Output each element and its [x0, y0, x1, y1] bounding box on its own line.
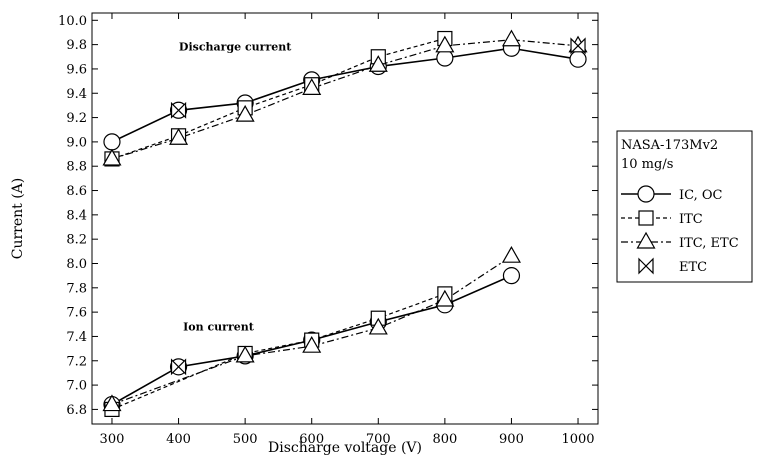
data-point-triangle: [302, 335, 322, 353]
legend-marker-square: [638, 210, 654, 226]
data-point-bowtie: [170, 101, 187, 119]
legend: NASA-173Mv2 10 mg/s IC, OC ITC ITC, ETC ETC: [616, 130, 753, 283]
y-tick-label: 8.8: [66, 160, 87, 175]
legend-marker-circle: [637, 185, 655, 203]
legend-entry-label: ITC: [679, 212, 703, 227]
data-point-triangle: [368, 55, 388, 72]
data-point-triangle: [235, 345, 255, 363]
x-axis-title: Discharge voltage (V): [268, 440, 422, 456]
series-line-ion: [111, 255, 512, 406]
annotation-label: Ion current: [183, 320, 255, 333]
data-point-triangle: [435, 35, 455, 53]
data-point-triangle: [501, 29, 521, 47]
y-tick-label: 7.2: [66, 354, 87, 369]
y-tick-label: 9.0: [66, 135, 87, 150]
data-point-triangle: [368, 317, 388, 335]
x-tick-label: 700: [366, 432, 391, 447]
legend-entry-label: ITC, ETC: [679, 236, 739, 251]
series-line-discharge: [111, 47, 579, 143]
legend-marker-bowtie: [638, 257, 654, 275]
y-tick-label: 10.0: [58, 14, 87, 29]
data-point-bowtie: [570, 37, 586, 55]
data-point-triangle: [102, 394, 122, 412]
y-tick-label: 9.4: [66, 87, 87, 102]
legend-entry-label: ETC: [679, 260, 707, 275]
legend-box: [616, 130, 753, 283]
data-point-triangle: [102, 148, 122, 166]
y-tick-label: 7.4: [66, 330, 87, 345]
data-point-triangle: [435, 289, 455, 307]
x-tick-label: 900: [499, 432, 524, 447]
y-tick-label: 9.2: [66, 111, 87, 126]
series-line-ion: [111, 293, 446, 410]
x-tick-label: 1000: [561, 432, 594, 447]
y-tick-label: 9.8: [66, 38, 87, 53]
y-tick-label: 6.8: [66, 403, 87, 418]
y-tick-label: 8.0: [66, 257, 87, 272]
x-tick-label: 600: [299, 432, 324, 447]
data-point-circle: [103, 133, 121, 151]
y-axis-title: Current (A): [10, 178, 26, 260]
x-tick-label: 500: [233, 432, 258, 447]
legend-marker-triangle: [636, 231, 656, 249]
y-tick-label: 9.6: [66, 62, 87, 77]
data-point-triangle: [169, 128, 189, 145]
x-tick-label: 300: [100, 432, 125, 447]
x-tick-label: 400: [166, 432, 191, 447]
series-line-discharge: [111, 39, 579, 160]
annotations: Discharge current Ion current: [179, 41, 292, 334]
legend-title-line: NASA-173Mv2: [621, 138, 718, 153]
y-tick-label: 7.6: [66, 306, 87, 321]
data-point-circle: [569, 50, 587, 68]
y-tick-label: 8.6: [66, 184, 87, 199]
plot-frame: [91, 12, 599, 425]
annotation-label: Discharge current: [179, 41, 292, 54]
plot-area: 300 400 500 600 700 800 900 1000 6.8 7.0 7.2 7.4 7.6…: [58, 12, 599, 447]
data-point-triangle: [501, 245, 521, 263]
y-tick-label: 7.0: [66, 379, 87, 394]
data-point-circle: [502, 267, 521, 285]
data-point-bowtie: [170, 358, 187, 376]
series-line-discharge: [111, 37, 446, 160]
data-point-triangle: [302, 78, 322, 95]
data-point-triangle: [235, 104, 255, 122]
y-tick-label: 8.4: [66, 208, 87, 223]
y-tick-label: 7.8: [66, 281, 87, 296]
legend-title-line: 10 mg/s: [621, 157, 673, 172]
x-tick-label: 800: [432, 432, 457, 447]
legend-entry-label: IC, OC: [679, 188, 723, 203]
y-tick-label: 8.2: [66, 233, 87, 248]
